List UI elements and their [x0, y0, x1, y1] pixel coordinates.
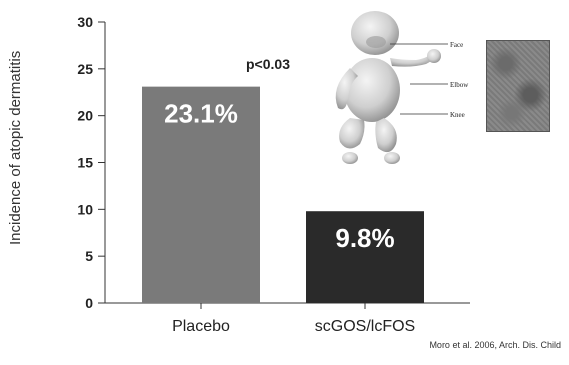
face-label: Face: [450, 41, 463, 49]
x-category-label: scGOS/lcFOS: [315, 318, 415, 335]
y-axis-label: Incidence of atopic dermatitis: [7, 50, 24, 245]
y-tick-label: 30: [77, 14, 93, 30]
bar-data-label: 9.8%: [335, 223, 394, 253]
source-citation: Moro et al. 2006, Arch. Dis. Child: [429, 340, 561, 350]
bar-scgos-lcfos: [306, 211, 424, 303]
elbow-label: Elbow: [450, 81, 469, 89]
y-tick-label: 0: [85, 295, 93, 311]
y-tick-label: 10: [77, 201, 93, 217]
skin-lesion-photo: [486, 40, 550, 132]
y-tick-label: 25: [77, 61, 93, 77]
x-category-label: Placebo: [172, 318, 230, 335]
y-tick-label: 15: [77, 155, 93, 171]
y-tick-label: 5: [85, 248, 93, 264]
bar-placebo: [142, 86, 260, 303]
knee-label: Knee: [450, 111, 465, 119]
bar-data-label: 23.1%: [164, 99, 238, 129]
infant-illustration: Face Elbow Knee: [335, 11, 469, 164]
p-value-annotation: p<0.03: [246, 56, 290, 72]
y-tick-label: 20: [77, 108, 93, 124]
